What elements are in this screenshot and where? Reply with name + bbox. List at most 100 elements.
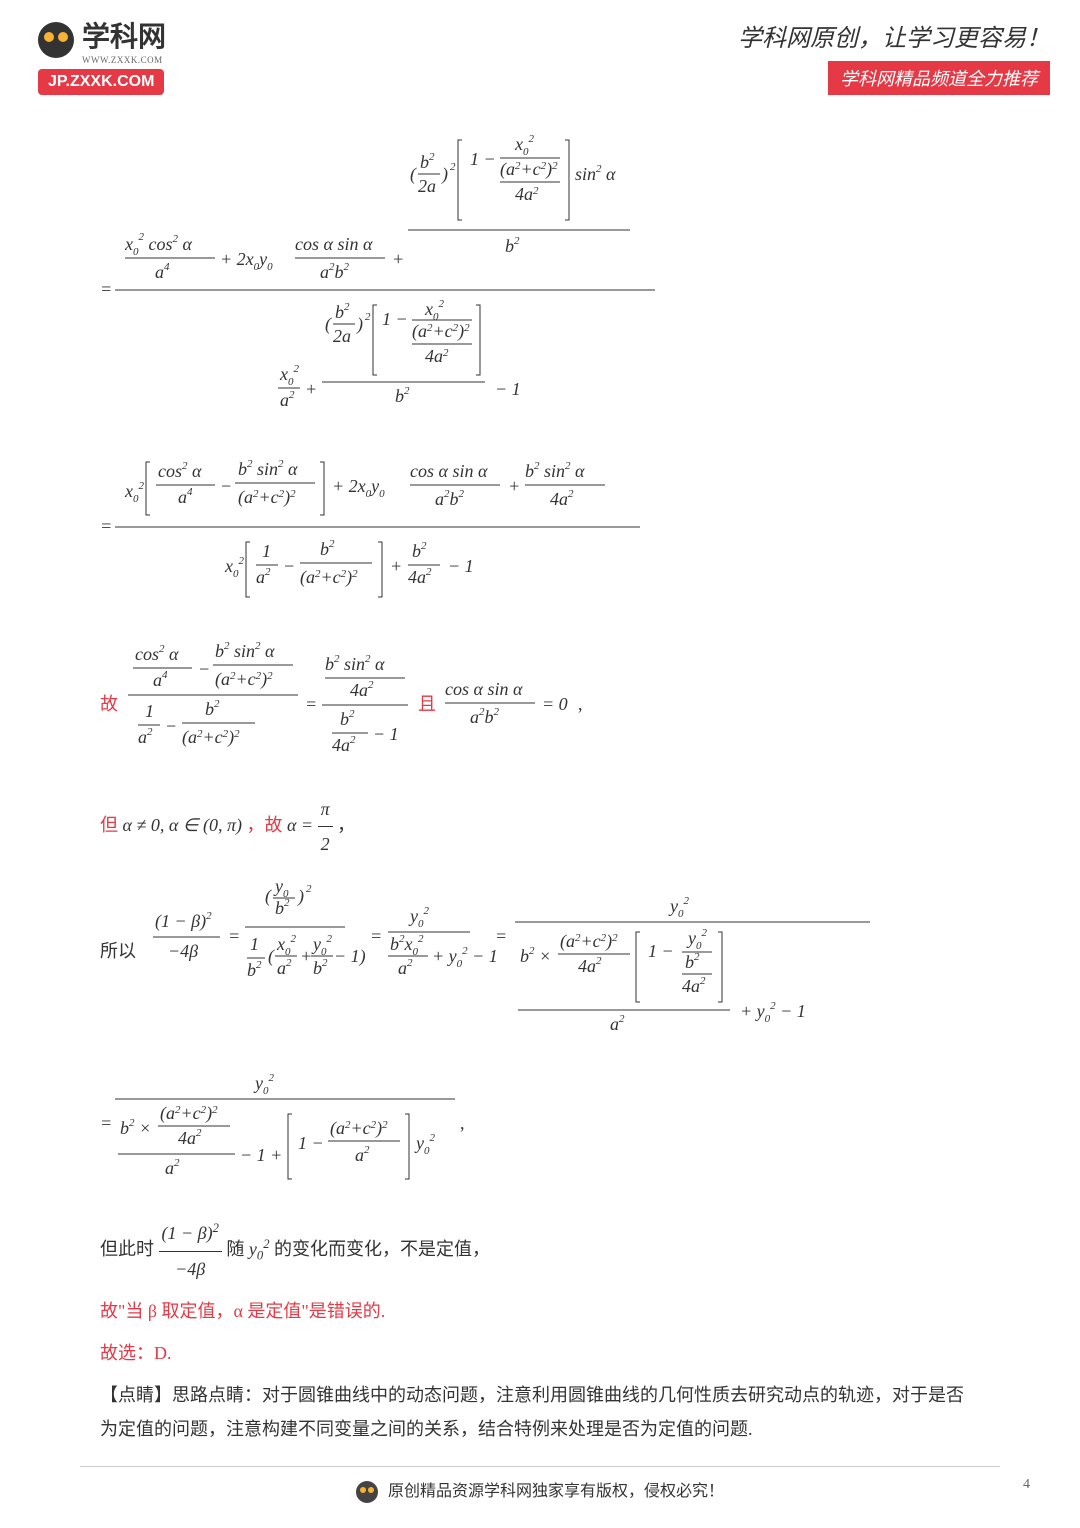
svg-text:b2 sin2 α: b2 sin2 α xyxy=(238,458,298,479)
svg-text:a4: a4 xyxy=(178,486,193,507)
jp-badge: JP.ZXXK.COM xyxy=(38,69,164,95)
svg-text:a2: a2 xyxy=(280,389,295,410)
line-8: 故"当 β 取定值，α 是定值"是错误的. xyxy=(100,1294,980,1328)
content-area: = x02 cos2 α a4 + 2x0y0 cos α sin α a2b2… xyxy=(0,100,1080,1474)
svg-text:4a2: 4a2 xyxy=(178,1127,202,1148)
svg-text:4a2: 4a2 xyxy=(350,679,374,700)
svg-text:y02: y02 xyxy=(668,895,690,920)
svg-text:1: 1 xyxy=(145,701,154,721)
svg-text:cos α sin α: cos α sin α xyxy=(445,679,523,699)
svg-text:a2: a2 xyxy=(355,1144,370,1165)
line-4: 但 α ≠ 0, α ∈ (0, π) ，故 α = π2 ， xyxy=(100,792,980,861)
line-9: 故选：D. xyxy=(100,1336,980,1370)
svg-text:1 −: 1 − xyxy=(382,309,408,329)
svg-text:(a2+c2)2: (a2+c2)2 xyxy=(330,1118,388,1139)
eq5-prefix: 所以 xyxy=(100,941,136,961)
svg-text:1: 1 xyxy=(262,541,271,561)
svg-text:−4β: −4β xyxy=(168,941,198,961)
svg-text:cos2 α: cos2 α xyxy=(158,460,202,481)
svg-text:a4: a4 xyxy=(153,669,168,690)
svg-text:a2: a2 xyxy=(138,726,153,747)
svg-text:(: ( xyxy=(410,164,417,185)
line7-prefix: 但此时 xyxy=(100,1239,154,1259)
svg-text:a2: a2 xyxy=(165,1157,180,1178)
equation-3-svg: 故 cos2 α a4 − b2 sin2 α (a2+c2)2 1 a2 − … xyxy=(100,635,660,775)
footer-text-row: 原创精品资源学科网独家享有版权，侵权必究！ xyxy=(0,1477,1080,1503)
svg-text:(: ( xyxy=(325,314,332,335)
svg-text:=: = xyxy=(495,926,507,946)
footer-owl-icon xyxy=(356,1481,378,1503)
svg-text:y02: y02 xyxy=(414,1132,436,1157)
equation-6-svg: = y02 b2 × (a2+c2)2 4a2 a2 − 1 + 1 − (a2… xyxy=(100,1059,500,1199)
svg-text:b2: b2 xyxy=(505,235,520,256)
svg-text:,: , xyxy=(578,694,583,714)
logo-block: 学科网 WWW.ZXXK.COM JP.ZXXK.COM xyxy=(38,15,166,95)
svg-text:1 −: 1 − xyxy=(298,1133,324,1153)
svg-text:4a2: 4a2 xyxy=(408,566,432,587)
footer-divider xyxy=(80,1466,1000,1467)
svg-text:− 1): − 1) xyxy=(334,946,366,967)
line-7: 但此时 (1 − β)2−4β 随 y02 的变化而变化，不是定值， xyxy=(100,1216,980,1285)
svg-text:b2x02: b2x02 xyxy=(390,933,424,958)
svg-text:1: 1 xyxy=(250,934,259,954)
svg-text:b2: b2 xyxy=(412,540,427,561)
svg-text:+ y02 − 1: + y02 − 1 xyxy=(740,1000,806,1025)
svg-text:b2: b2 xyxy=(247,959,262,980)
svg-text:+: + xyxy=(305,379,317,399)
svg-text:4a2: 4a2 xyxy=(578,955,602,976)
equation-5-svg: 所以 (1 − β)2 −4β = ( y0 b2 ) 2 1 b2 ( x02… xyxy=(100,872,950,1042)
svg-text:x02: x02 xyxy=(224,555,245,580)
svg-text:x02: x02 xyxy=(276,933,297,958)
header-right: 学科网原创，让学习更容易！ 学科网精品频道全力推荐 xyxy=(738,18,1050,95)
line7-var: y02 xyxy=(249,1239,274,1259)
svg-text:b2 sin2 α: b2 sin2 α xyxy=(525,460,585,481)
slogan-text: 学科网原创，让学习更容易！ xyxy=(738,18,1050,53)
logo-text: 学科网 xyxy=(82,15,166,55)
line7-mid: 随 xyxy=(226,1239,244,1259)
svg-text:− 1: − 1 xyxy=(495,379,521,399)
svg-text:y02: y02 xyxy=(408,905,430,930)
svg-text:+ y02 − 1: + y02 − 1 xyxy=(432,945,498,970)
svg-text:4a2: 4a2 xyxy=(550,488,574,509)
svg-text:b2: b2 xyxy=(395,385,410,406)
svg-text:2: 2 xyxy=(450,161,456,173)
svg-text:(a2+c2)2: (a2+c2)2 xyxy=(300,567,358,588)
svg-text:b2: b2 xyxy=(205,698,220,719)
svg-text:4a2: 4a2 xyxy=(332,734,356,755)
svg-text:=: = xyxy=(100,1113,112,1133)
svg-text:(a2+c2)2: (a2+c2)2 xyxy=(238,487,296,508)
page-number: 4 xyxy=(1023,1477,1030,1493)
svg-text:+: + xyxy=(508,476,520,496)
svg-text:x02 cos2 α: x02 cos2 α xyxy=(124,231,193,258)
svg-text:): ) xyxy=(441,164,448,185)
svg-text:=: = xyxy=(100,279,112,299)
svg-text:a2b2: a2b2 xyxy=(435,488,465,509)
logo-url: WWW.ZXXK.COM xyxy=(82,55,166,65)
svg-text:x02: x02 xyxy=(424,298,445,323)
svg-text:): ) xyxy=(356,314,363,335)
eq3-prefix: 故 xyxy=(100,694,118,714)
svg-text:a2: a2 xyxy=(610,1013,625,1034)
svg-text:x02: x02 xyxy=(514,133,535,158)
svg-text:(1 − β)2: (1 − β)2 xyxy=(155,910,212,932)
svg-text:b2 ×: b2 × xyxy=(120,1117,151,1138)
svg-text:a4: a4 xyxy=(155,261,170,282)
equation-1-svg: = x02 cos2 α a4 + 2x0y0 cos α sin α a2b2… xyxy=(100,120,660,430)
svg-text:+: + xyxy=(390,556,402,576)
svg-text:−: − xyxy=(165,716,177,736)
line4-alpha-cond: α ≠ 0, α ∈ (0, π) xyxy=(123,815,242,835)
banner-text: 学科网精品频道全力推荐 xyxy=(828,61,1050,95)
svg-text:(a2+c2)2: (a2+c2)2 xyxy=(160,1103,218,1124)
line4-result: α = π2 xyxy=(287,815,333,835)
svg-text:且: 且 xyxy=(418,694,436,714)
svg-text:2: 2 xyxy=(365,311,371,323)
svg-text:4a2: 4a2 xyxy=(682,975,706,996)
svg-text:cos2 α: cos2 α xyxy=(135,643,179,664)
svg-text:=: = xyxy=(370,926,382,946)
svg-text:a2b2: a2b2 xyxy=(470,706,500,727)
svg-text:sin2 α: sin2 α xyxy=(575,163,616,184)
svg-text:1 −: 1 − xyxy=(648,941,674,961)
svg-text:b2: b2 xyxy=(313,957,328,978)
svg-text:(a2+c2)2: (a2+c2)2 xyxy=(215,669,273,690)
svg-text:2: 2 xyxy=(306,883,312,895)
